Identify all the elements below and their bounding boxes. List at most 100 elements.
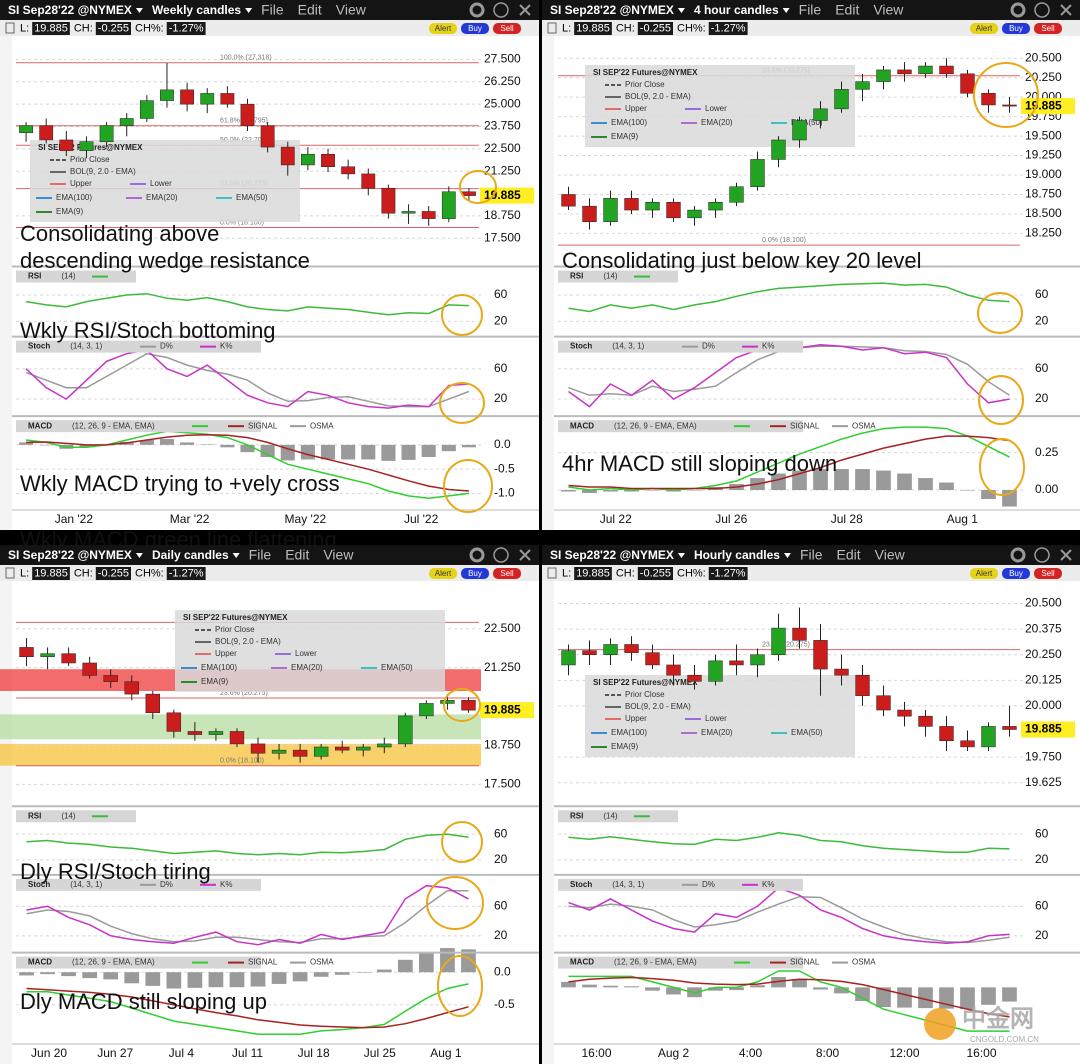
timeframe-selector[interactable]: Daily candles bbox=[152, 548, 229, 562]
legend-item: EMA(50) bbox=[791, 118, 823, 127]
order-button-label[interactable]: Sell bbox=[500, 24, 514, 33]
osma-bar bbox=[792, 470, 807, 491]
pane-params: (14) bbox=[61, 272, 76, 281]
order-button-label[interactable]: Alert bbox=[976, 569, 993, 578]
quote-value: -1.27% bbox=[711, 22, 746, 34]
dropdown-caret bbox=[135, 8, 143, 13]
help-icon[interactable] bbox=[493, 2, 509, 18]
pane-params: (14, 3, 1) bbox=[70, 880, 102, 889]
candle-body bbox=[813, 108, 828, 121]
menu-item[interactable]: File bbox=[799, 2, 822, 18]
menu-item[interactable]: View bbox=[323, 547, 354, 563]
legend-item: D% bbox=[702, 880, 715, 889]
order-button[interactable] bbox=[1034, 568, 1062, 579]
candle-body bbox=[300, 153, 315, 166]
menu-item[interactable]: Edit bbox=[835, 2, 859, 18]
timeframe-selector[interactable]: 4 hour candles bbox=[694, 3, 779, 17]
help-icon[interactable] bbox=[493, 547, 509, 563]
menu-item[interactable]: Edit bbox=[837, 547, 861, 563]
menu-item[interactable]: View bbox=[875, 547, 906, 563]
symbol-selector[interactable]: SI Sep28'22 @NYMEX bbox=[550, 3, 674, 17]
osma-bar bbox=[687, 490, 702, 491]
osma-bar bbox=[729, 987, 744, 991]
osma-bar bbox=[624, 490, 639, 492]
x-tick-label: Jun 20 bbox=[31, 1046, 67, 1060]
watermark-url: CNGOLD.COM.CN bbox=[970, 1035, 1039, 1044]
menu-item[interactable]: File bbox=[249, 547, 272, 563]
pane-legend-box bbox=[558, 810, 678, 823]
menu-item[interactable]: Edit bbox=[285, 547, 309, 563]
order-button[interactable] bbox=[970, 23, 998, 34]
candle-body bbox=[855, 674, 870, 696]
order-button[interactable] bbox=[493, 23, 521, 34]
close-icon[interactable] bbox=[1060, 4, 1072, 16]
quote-label: CH%: bbox=[135, 22, 164, 34]
timeframe-selector[interactable]: Weekly candles bbox=[152, 3, 241, 17]
help-icon[interactable] bbox=[1034, 2, 1050, 18]
order-button[interactable] bbox=[1002, 568, 1030, 579]
order-button[interactable] bbox=[429, 568, 457, 579]
menu-item[interactable]: Edit bbox=[298, 2, 322, 18]
symbol-selector[interactable]: SI Sep28'22 @NYMEX bbox=[550, 548, 674, 562]
symbol-selector[interactable]: SI Sep28'22 @NYMEX bbox=[8, 3, 132, 17]
symbol-selector[interactable]: SI Sep28'22 @NYMEX bbox=[8, 548, 132, 562]
legend-item: EMA(9) bbox=[611, 742, 638, 751]
close-icon[interactable] bbox=[1060, 549, 1072, 561]
order-button-label[interactable]: Buy bbox=[1009, 569, 1023, 578]
osma-bar bbox=[561, 981, 576, 988]
menu-item[interactable]: View bbox=[336, 2, 367, 18]
candle-body bbox=[335, 746, 350, 751]
candle-body bbox=[582, 650, 597, 655]
x-tick-label: Jul 4 bbox=[169, 1046, 195, 1060]
help-icon[interactable] bbox=[1034, 547, 1050, 563]
settings-icon[interactable] bbox=[469, 547, 485, 563]
order-button[interactable] bbox=[493, 568, 521, 579]
settings-icon[interactable] bbox=[469, 2, 485, 18]
window-background bbox=[0, 0, 539, 530]
candle-body bbox=[834, 668, 849, 676]
menu-item[interactable]: File bbox=[800, 547, 823, 563]
macd-line bbox=[26, 430, 469, 500]
close-icon[interactable] bbox=[519, 549, 531, 561]
legend-item: EMA(9) bbox=[611, 132, 638, 141]
candle-body bbox=[440, 700, 455, 704]
order-button[interactable] bbox=[461, 23, 489, 34]
pane-tick-label: 60 bbox=[494, 361, 508, 375]
order-button-label[interactable]: Alert bbox=[976, 24, 993, 33]
pane-tick-label: 0.00 bbox=[1035, 482, 1059, 496]
order-button-label[interactable]: Alert bbox=[435, 569, 452, 578]
menu-item[interactable]: View bbox=[873, 2, 904, 18]
order-button-label[interactable]: Sell bbox=[1041, 24, 1055, 33]
candle-body bbox=[441, 191, 456, 219]
order-button[interactable] bbox=[429, 23, 457, 34]
candle-body bbox=[918, 65, 933, 75]
order-button-label[interactable]: Buy bbox=[468, 569, 482, 578]
order-button-label[interactable]: Alert bbox=[435, 24, 452, 33]
price-tick-label: 18.750 bbox=[1025, 187, 1062, 201]
legend-item: Upper bbox=[625, 714, 647, 723]
settings-icon[interactable] bbox=[1010, 547, 1026, 563]
osma-bar bbox=[897, 987, 912, 1008]
order-button-label[interactable]: Sell bbox=[500, 569, 514, 578]
timeframe-selector[interactable]: Hourly candles bbox=[694, 548, 780, 562]
osma-bar bbox=[645, 987, 660, 991]
last-price-marker bbox=[480, 187, 534, 204]
order-button[interactable] bbox=[970, 568, 998, 579]
order-button[interactable] bbox=[1034, 23, 1062, 34]
order-button-label[interactable]: Buy bbox=[1009, 24, 1023, 33]
candle-body bbox=[960, 73, 975, 94]
close-icon[interactable] bbox=[519, 4, 531, 16]
settings-icon[interactable] bbox=[1010, 2, 1026, 18]
candle-body bbox=[220, 93, 235, 105]
last-price-label: 19.885 bbox=[1025, 722, 1062, 736]
menu-item[interactable]: File bbox=[261, 2, 284, 18]
candle-body bbox=[166, 712, 182, 732]
x-tick-label: Aug 1 bbox=[947, 512, 979, 526]
pane-title: RSI bbox=[28, 811, 41, 820]
order-button[interactable] bbox=[461, 568, 489, 579]
legend-item: D% bbox=[160, 342, 173, 351]
quote-value-box bbox=[166, 22, 206, 35]
order-button[interactable] bbox=[1002, 23, 1030, 34]
order-button-label[interactable]: Buy bbox=[468, 24, 482, 33]
order-button-label[interactable]: Sell bbox=[1041, 569, 1055, 578]
